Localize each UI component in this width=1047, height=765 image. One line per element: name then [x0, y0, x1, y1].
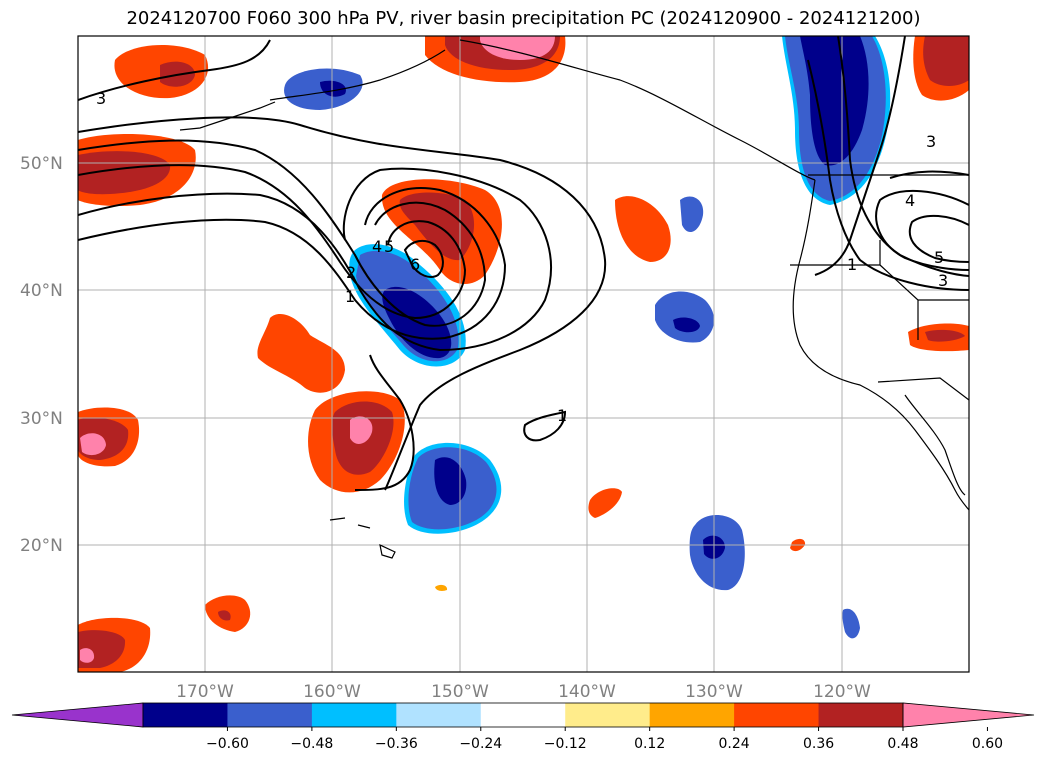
contour-labels: 3 3 4 5 6 2 1 1 1 4 5 3	[96, 89, 948, 425]
pv-contour	[875, 189, 969, 271]
colorbar-extend-low	[11, 702, 144, 728]
colorbar-extend-high	[902, 702, 1035, 728]
contour-label: 6	[410, 255, 420, 274]
colorbar-segment	[734, 703, 820, 727]
colorbar-tick-label: −0.36	[375, 736, 418, 752]
contour-label: 3	[96, 89, 106, 108]
colorbar-segment	[396, 703, 482, 727]
positive-anomaly-area	[480, 36, 555, 60]
contour-label: 4	[905, 191, 915, 210]
positive-anomaly-area	[78, 151, 171, 195]
pv-contour	[807, 59, 969, 291]
contour-label: 2	[346, 263, 356, 282]
positive-anomaly-area	[80, 648, 95, 663]
positive-anomaly-area	[80, 433, 106, 456]
positive-anomaly-area	[218, 610, 231, 621]
positive-anomaly-area	[257, 314, 345, 393]
colorbar-segment	[311, 703, 397, 727]
colorbar-segment	[227, 703, 313, 727]
colorbar-segment	[818, 703, 904, 727]
negative-anomaly-area	[673, 317, 700, 333]
mexico-border	[877, 377, 969, 401]
lon-axis-labels: 170°W 160°W 150°W 140°W 130°W 120°W	[176, 682, 871, 702]
colorbar-tick-label: −0.24	[459, 736, 502, 752]
pv-contour	[78, 139, 487, 327]
pv-contour	[403, 239, 444, 278]
colorbar-frame	[142, 702, 904, 728]
baja-coastline	[904, 394, 966, 496]
pv-contours-layer	[78, 36, 969, 491]
colorbar-tick-label: −0.12	[544, 736, 587, 752]
lon-label-170w: 170°W	[176, 682, 234, 702]
contour-label: 4	[372, 237, 382, 256]
colorbar-tick-label: −0.60	[206, 736, 249, 752]
colorbar-tick-label: 0.12	[634, 736, 665, 752]
pv-contour	[354, 354, 415, 491]
colorbar-segment	[565, 703, 651, 727]
positive-anomaly-area	[588, 488, 622, 518]
colorbar-tick-label: 0.60	[972, 736, 1003, 752]
colorbar-tick-label: −0.48	[290, 736, 333, 752]
negative-anomaly-area	[434, 457, 467, 505]
alaska-coastline	[269, 39, 816, 181]
pv-contour	[78, 163, 467, 320]
colorbar-segment	[649, 703, 735, 727]
negative-anomaly-area	[320, 80, 346, 97]
lat-label-30n: 30°N	[20, 409, 63, 429]
positive-anomaly-area	[350, 416, 373, 444]
pv-contour	[814, 36, 906, 276]
lat-label-20n: 20°N	[20, 536, 63, 556]
positive-anomaly-area	[925, 329, 965, 342]
lat-label-50n: 50°N	[20, 154, 63, 174]
lon-label-160w: 160°W	[303, 682, 361, 702]
contour-label: 5	[934, 248, 944, 267]
lon-label-130w: 130°W	[685, 682, 743, 702]
pv-contour	[78, 39, 271, 101]
colorbar-segment	[143, 703, 228, 727]
pv-contour	[78, 167, 552, 352]
pv-contour	[837, 36, 969, 277]
contour-label: 3	[938, 271, 948, 290]
contour-label: 1	[847, 255, 857, 274]
positive-anomaly-area	[923, 36, 969, 86]
positive-anomaly-area	[435, 584, 448, 591]
map-title: 2024120700 F060 300 hPa PV, river basin …	[126, 8, 921, 29]
negative-anomaly-area	[680, 196, 704, 233]
map-frame	[77, 35, 970, 673]
pv-contour	[908, 214, 969, 263]
negative-anomaly-area	[800, 36, 869, 166]
colorbar-tick-label: 0.48	[887, 736, 918, 752]
colorbar-tick-label: 0.36	[803, 736, 834, 752]
pv-contour	[523, 410, 567, 442]
positive-anomaly-area	[615, 196, 671, 262]
negative-anomaly-area	[655, 291, 715, 343]
colorbar: −0.60 −0.48 −0.36 −0.24 −0.12 0.12 0.24 0.36 0.4…	[11, 702, 1035, 752]
north-america-coastline	[792, 179, 969, 511]
pv-contour	[78, 187, 507, 340]
contour-label: 5	[384, 237, 394, 256]
colorbar-segment	[480, 703, 566, 727]
lon-label-140w: 140°W	[558, 682, 616, 702]
contour-label: 3	[926, 132, 936, 151]
pv-contour	[78, 116, 607, 491]
contour-label: 1	[345, 287, 355, 306]
contour-label: 1	[557, 406, 567, 425]
pv-contour	[889, 170, 969, 179]
lat-label-40n: 40°N	[20, 281, 63, 301]
lat-axis-labels: 50°N 40°N 30°N 20°N	[20, 154, 63, 556]
negative-anomaly-area	[842, 608, 860, 639]
hawaii-islands	[329, 517, 396, 559]
lon-label-120w: 120°W	[813, 682, 871, 702]
colorbar-tick-label: 0.24	[719, 736, 750, 752]
lon-label-150w: 150°W	[431, 682, 489, 702]
